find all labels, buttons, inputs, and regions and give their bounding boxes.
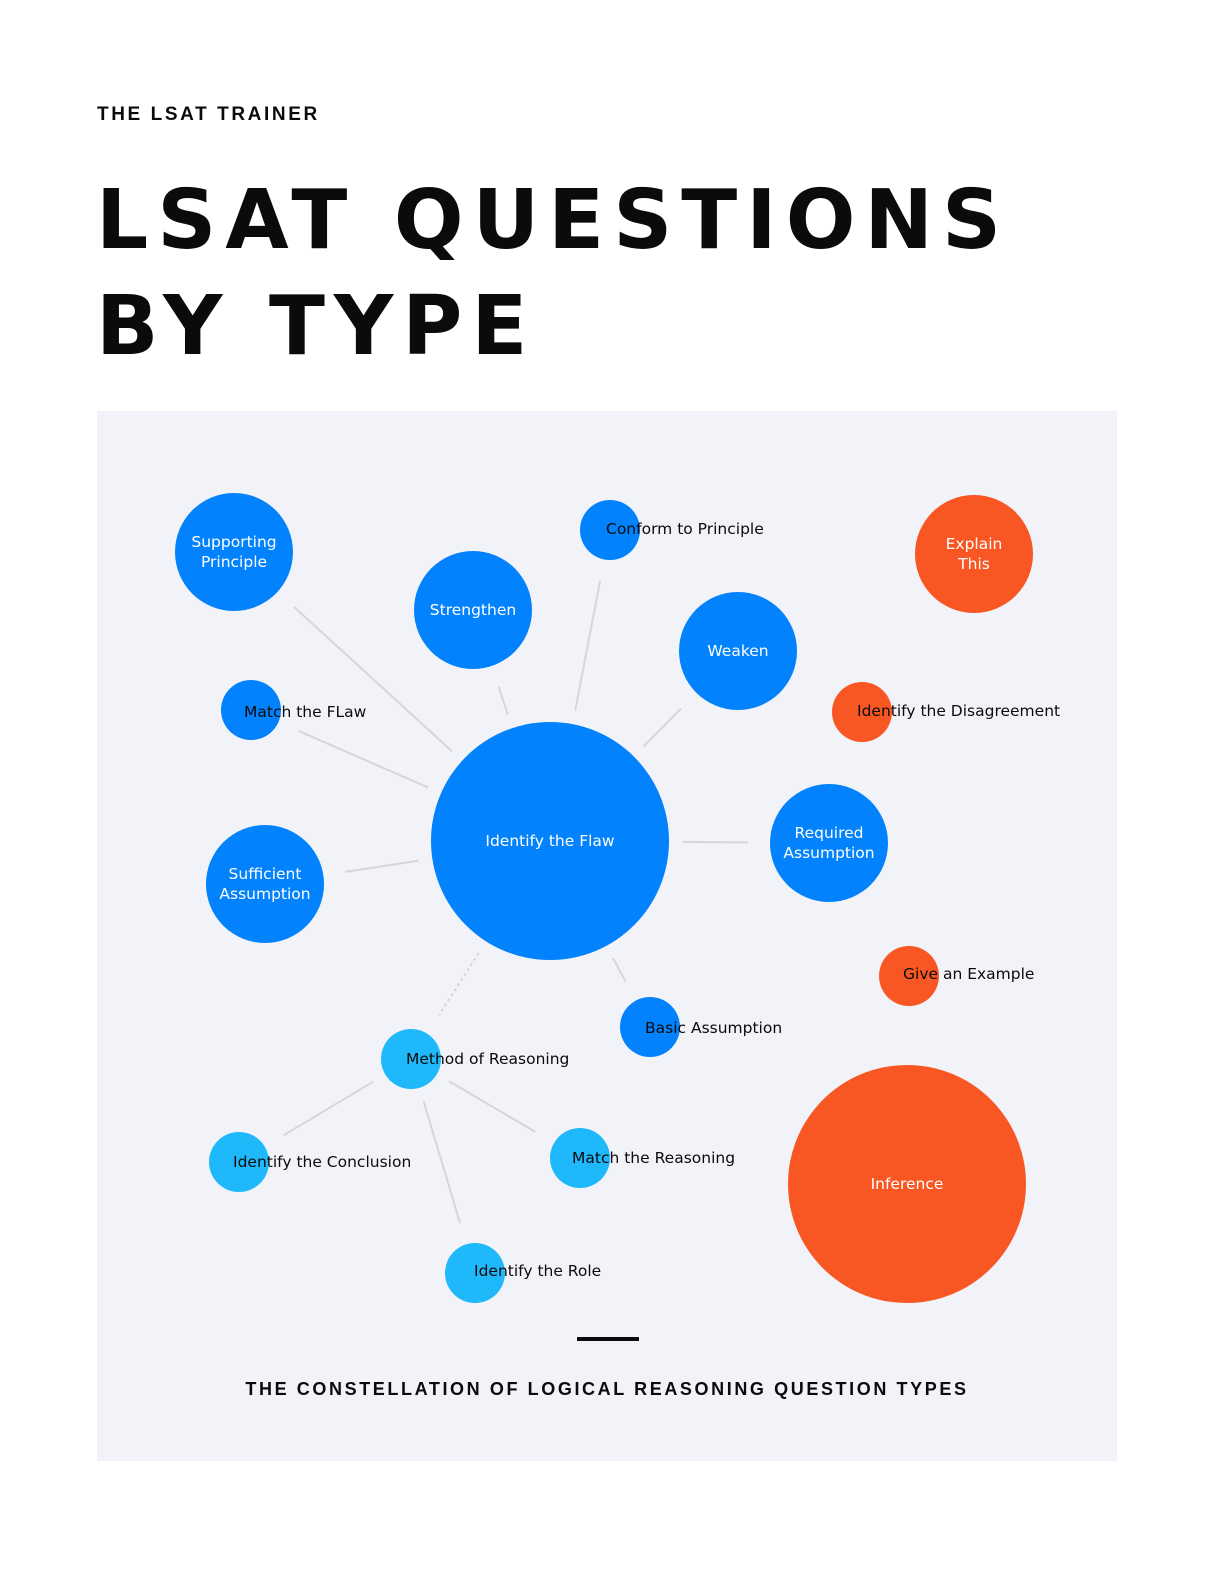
- page-title-line-2: BY TYPE: [96, 279, 537, 374]
- node-circle-identify-the-flaw: [431, 722, 669, 960]
- caption-divider: [577, 1337, 639, 1341]
- node-label-method-of-reasoning: Method of Reasoning: [406, 1050, 569, 1068]
- node-circle-method-of-reasoning: [381, 1029, 441, 1089]
- node-circle-identify-the-conclusion: [209, 1132, 269, 1192]
- node-label-identify-the-role: Identify the Role: [474, 1262, 601, 1280]
- connector-identify-the-flaw-to-basic-assumption: [612, 957, 627, 982]
- node-circle-explain-this: [915, 495, 1033, 613]
- node-label-strengthen: Strengthen: [430, 601, 516, 619]
- node-identify-the-role: Identify the Role: [445, 1243, 601, 1303]
- node-label-basic-assumption: Basic Assumption: [645, 1019, 782, 1037]
- connector-identify-the-flaw-to-supporting-principle: [293, 605, 453, 752]
- node-circle-supporting-principle: [175, 493, 293, 611]
- page-title: LSAT QUESTIONS BY TYPE: [96, 168, 1010, 380]
- node-method-of-reasoning: Method of Reasoning: [381, 1029, 569, 1089]
- connector-identify-the-flaw-to-sufficient-assumption: [344, 859, 419, 873]
- node-circle-match-the-reasoning: [550, 1128, 610, 1188]
- node-circle-identify-the-disagreement: [832, 682, 892, 742]
- node-give-an-example: Give an Example: [879, 946, 1034, 1006]
- node-circle-give-an-example: [879, 946, 939, 1006]
- node-label-match-the-reasoning: Match the Reasoning: [572, 1149, 735, 1167]
- node-circle-identify-the-role: [445, 1243, 505, 1303]
- node-sufficient-assumption: Sufficient Assumption: [206, 825, 324, 943]
- connector-identify-the-flaw-to-method-of-reasoning: [438, 952, 480, 1016]
- node-match-the-reasoning: Match the Reasoning: [550, 1128, 735, 1188]
- node-basic-assumption: Basic Assumption: [620, 997, 782, 1057]
- node-explain-this: Explain This: [915, 495, 1033, 613]
- node-match-the-flaw: Match the FLaw: [221, 680, 367, 740]
- node-circle-match-the-flaw: [221, 680, 281, 740]
- node-conform-to-principle: Conform to Principle: [580, 500, 764, 560]
- diagram-panel: Identify the Flaw Supporting Principle Stre…: [97, 411, 1117, 1461]
- connector-method-of-reasoning-to-match-the-reasoning: [448, 1080, 536, 1133]
- node-circle-inference: [788, 1065, 1026, 1303]
- node-label-identify-the-disagreement: Identify the Disagreement: [857, 702, 1060, 720]
- node-circle-strengthen: [414, 551, 532, 669]
- node-label-identify-the-flaw: Identify the Flaw: [485, 832, 615, 850]
- node-label-give-an-example: Give an Example: [903, 965, 1034, 983]
- connector-identify-the-flaw-to-conform-to-principle: [574, 580, 602, 711]
- node-circle-conform-to-principle: [580, 500, 640, 560]
- node-strengthen: Strengthen: [414, 551, 532, 669]
- node-supporting-principle: Supporting Principle: [175, 493, 293, 611]
- node-required-assumption: Required Assumption: [770, 784, 888, 902]
- connector-identify-the-flaw-to-match-the-flaw: [298, 729, 429, 789]
- node-label-sufficient-assumption: Sufficient Assumption: [219, 865, 310, 903]
- node-identify-the-flaw: Identify the Flaw: [431, 722, 669, 960]
- node-label-weaken: Weaken: [707, 642, 768, 660]
- connector-identify-the-flaw-to-strengthen: [497, 686, 509, 716]
- node-circle-weaken: [679, 592, 797, 710]
- constellation-diagram: Identify the Flaw Supporting Principle Stre…: [175, 493, 1060, 1303]
- node-label-required-assumption: Required Assumption: [783, 824, 874, 862]
- diagram-caption: THE CONSTELLATION OF LOGICAL REASONING Q…: [245, 1379, 969, 1399]
- connector-method-of-reasoning-to-identify-the-conclusion: [283, 1080, 374, 1137]
- node-circle-basic-assumption: [620, 997, 680, 1057]
- node-label-explain-this: Explain This: [946, 535, 1003, 573]
- node-circle-required-assumption: [770, 784, 888, 902]
- connector-method-of-reasoning-to-identify-the-role: [422, 1100, 462, 1224]
- connector-lines: [283, 580, 749, 1224]
- node-identify-the-conclusion: Identify the Conclusion: [209, 1132, 411, 1192]
- node-label-inference: Inference: [871, 1175, 944, 1193]
- node-inference: Inference: [788, 1065, 1026, 1303]
- node-identify-the-disagreement: Identify the Disagreement: [832, 682, 1060, 742]
- node-circle-sufficient-assumption: [206, 825, 324, 943]
- node-label-supporting-principle: Supporting Principle: [191, 533, 276, 571]
- question-type-nodes: Identify the Flaw Supporting Principle Stre…: [175, 493, 1060, 1303]
- node-weaken: Weaken: [679, 592, 797, 710]
- node-label-identify-the-conclusion: Identify the Conclusion: [233, 1153, 411, 1171]
- kicker: THE LSAT TRAINER: [97, 104, 320, 125]
- node-label-conform-to-principle: Conform to Principle: [606, 520, 764, 538]
- connector-identify-the-flaw-to-weaken: [642, 707, 682, 748]
- node-label-match-the-flaw: Match the FLaw: [244, 703, 367, 721]
- page-title-line-1: LSAT QUESTIONS: [96, 173, 1011, 268]
